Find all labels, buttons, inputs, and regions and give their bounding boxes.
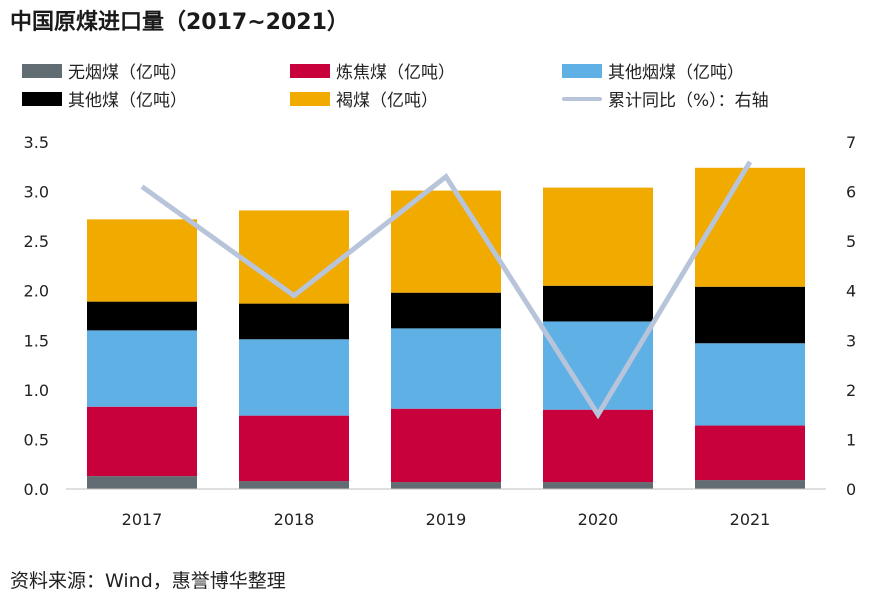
legend-item-other-coal: 其他煤（亿吨） — [22, 86, 187, 111]
y-right-tick-label: 3 — [846, 331, 856, 350]
chart-title: 中国原煤进口量（2017~2021） — [10, 10, 349, 35]
bar-segment-2017-series-0 — [87, 476, 197, 489]
y-left-tick-label: 1.0 — [24, 381, 49, 400]
y-right-tick-label: 7 — [846, 133, 856, 152]
bar-segment-2018-series-1 — [239, 415, 349, 482]
legend-label-other-bituminous: 其他烟煤（亿吨） — [608, 63, 744, 83]
legend-swatch-coking-coal — [290, 63, 330, 78]
bar-segment-2020-series-3 — [543, 285, 653, 322]
bar-segment-2019-series-2 — [391, 328, 501, 409]
legend-label-yoy-line: 累计同比（%）：右轴 — [608, 91, 769, 111]
bar-segment-2021-series-3 — [695, 286, 805, 344]
x-tick-label-2019: 2019 — [426, 510, 467, 529]
y-right-tick-label: 4 — [846, 282, 856, 301]
y-left-tick-label: 3.5 — [24, 133, 49, 152]
bar-segment-2021-series-2 — [695, 343, 805, 426]
legend-label-coking-coal: 炼焦煤（亿吨） — [336, 63, 455, 83]
x-tick-label-2017: 2017 — [122, 510, 163, 529]
bar-segment-2021-series-0 — [695, 480, 805, 489]
y-left-tick-label: 2.0 — [24, 282, 49, 301]
legend-item-coking-coal: 炼焦煤（亿吨） — [290, 58, 455, 83]
legend-swatch-anthracite — [22, 63, 62, 78]
y-left-tick-label: 0.5 — [24, 430, 49, 449]
y-right-tick-label: 0 — [846, 480, 856, 499]
y-right-tick-label: 6 — [846, 183, 856, 202]
y-left-tick-label: 0.0 — [24, 480, 49, 499]
y-left-tick-label: 2.5 — [24, 232, 49, 251]
bar-segment-2017-series-1 — [87, 406, 197, 477]
bar-segment-2020-series-1 — [543, 409, 653, 483]
legend-item-lignite: 褐煤（亿吨） — [290, 86, 438, 111]
y-right-tick-label: 5 — [846, 232, 856, 251]
bar-segment-2017-series-2 — [87, 330, 197, 407]
y-left-tick-label: 1.5 — [24, 331, 49, 350]
legend-swatch-other-coal — [22, 91, 62, 106]
x-tick-label-2020: 2020 — [578, 510, 619, 529]
bar-segment-2018-series-3 — [239, 303, 349, 340]
legend-item-anthracite: 无烟煤（亿吨） — [22, 58, 187, 83]
bar-segment-2020-series-4 — [543, 187, 653, 286]
legend-label-lignite: 褐煤（亿吨） — [336, 91, 438, 111]
bar-segment-2018-series-0 — [239, 481, 349, 489]
source-note: 资料来源：Wind，惠誉博华整理 — [10, 570, 286, 592]
legend-label-anthracite: 无烟煤（亿吨） — [68, 63, 187, 83]
legend-label-other-coal: 其他煤（亿吨） — [68, 91, 187, 111]
x-tick-label-2021: 2021 — [730, 510, 771, 529]
bar-segment-2019-series-1 — [391, 408, 501, 483]
bar-segment-2018-series-4 — [239, 210, 349, 304]
bar-segment-2017-series-4 — [87, 219, 197, 302]
legend-swatch-other-bituminous — [562, 63, 602, 78]
y-left-tick-label: 3.0 — [24, 183, 49, 202]
y-right-tick-label: 1 — [846, 430, 856, 449]
bar-segment-2021-series-1 — [695, 425, 805, 481]
bar-segment-2019-series-0 — [391, 482, 501, 489]
legend-swatch-lignite — [290, 91, 330, 106]
legend-item-yoy-line: 累计同比（%）：右轴 — [562, 86, 769, 111]
bar-segment-2017-series-3 — [87, 301, 197, 331]
bar-segment-2018-series-2 — [239, 339, 349, 416]
x-tick-label-2018: 2018 — [274, 510, 315, 529]
y-right-tick-label: 2 — [846, 381, 856, 400]
bar-segment-2019-series-3 — [391, 292, 501, 329]
bar-segment-2020-series-0 — [543, 482, 653, 489]
legend-swatch-yoy-line — [562, 96, 602, 101]
bar-segment-2020-series-2 — [543, 321, 653, 410]
legend-item-other-bituminous: 其他烟煤（亿吨） — [562, 58, 744, 83]
